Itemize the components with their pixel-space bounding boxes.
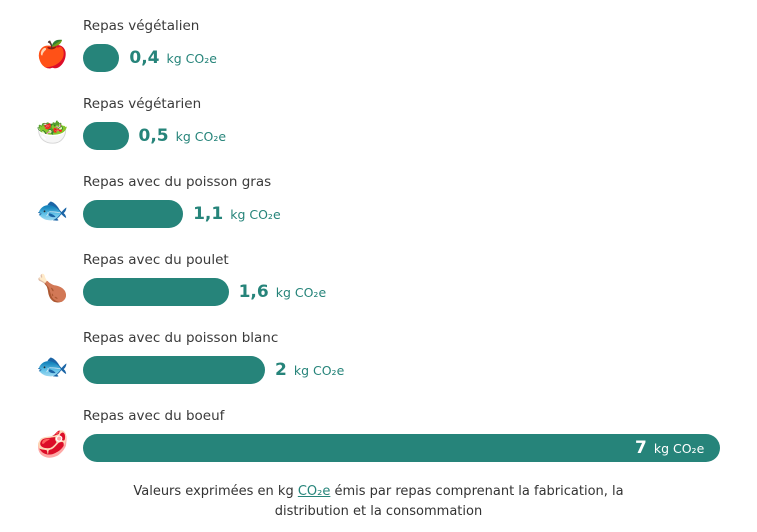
value-label: 0,5 kg CO₂e (139, 122, 227, 150)
co2e-link[interactable]: CO₂e (297, 484, 331, 499)
footnote-text-line1-end: émis par repas comprenant la fabrication… (330, 484, 624, 499)
value-unit: kg CO₂e (230, 207, 281, 222)
salad-icon: 🥗 (36, 118, 69, 148)
bar (83, 356, 265, 384)
chart-row: 🐟 Repas avec du poisson gras 1,1 kg CO₂e (0, 174, 757, 234)
value-number: 2 (275, 360, 287, 380)
category-label: Repas végétalien (83, 18, 200, 34)
value-number: 0,4 (129, 48, 160, 68)
fish-icon: 🐟 (36, 352, 69, 382)
bar (83, 122, 129, 150)
chart-row: 🥗 Repas végétarien 0,5 kg CO₂e (0, 96, 757, 156)
bar (83, 200, 184, 228)
value-unit: kg CO₂e (166, 51, 217, 66)
chart-footnote: Valeurs exprimées en kg CO₂e émis par re… (0, 482, 757, 522)
chicken-leg-icon: 🍗 (36, 274, 69, 304)
value-label: 0,4 kg CO₂e (129, 44, 217, 72)
chart-row: 🍗 Repas avec du poulet 1,6 kg CO₂e (0, 252, 757, 312)
category-label: Repas avec du poisson gras (83, 174, 272, 190)
category-label: Repas végétarien (83, 96, 202, 112)
value-unit: kg CO₂e (653, 441, 705, 456)
category-label: Repas avec du poulet (83, 252, 229, 268)
value-label: 2 kg CO₂e (275, 356, 344, 384)
value-label: 7 kg CO₂e (635, 434, 704, 462)
value-label: 1,1 kg CO₂e (193, 200, 281, 228)
chart-row: 🍎 Repas végétalien 0,4 kg CO₂e (0, 18, 757, 78)
steak-icon: 🥩 (36, 430, 69, 460)
meal-co2-bar-chart: 🍎 Repas végétalien 0,4 kg CO₂e 🥗 Repas végéta… (0, 18, 757, 468)
category-label: Repas avec du poisson blanc (83, 330, 279, 346)
value-number: 7 (635, 438, 647, 458)
value-number: 0,5 (138, 126, 169, 146)
bar (83, 44, 120, 72)
chart-row: 🐟 Repas avec du poisson blanc 2 kg CO₂e (0, 330, 757, 390)
value-number: 1,6 (238, 282, 269, 302)
fish-icon: 🐟 (36, 196, 69, 226)
category-label: Repas avec du boeuf (83, 408, 225, 424)
bar (83, 278, 229, 306)
value-unit: kg CO₂e (293, 363, 345, 378)
value-label: 1,6 kg CO₂e (239, 278, 327, 306)
value-unit: kg CO₂e (175, 129, 227, 144)
bar (83, 434, 720, 462)
footnote-text-before: Valeurs exprimées en kg (133, 484, 298, 499)
footnote-text-line2: distribution et la consommation (274, 504, 483, 519)
value-number: 1,1 (193, 204, 224, 224)
chart-row: 🥩 Repas avec du boeuf 7 kg CO₂e (0, 408, 757, 468)
value-unit: kg CO₂e (275, 285, 327, 300)
apple-icon: 🍎 (36, 40, 69, 70)
